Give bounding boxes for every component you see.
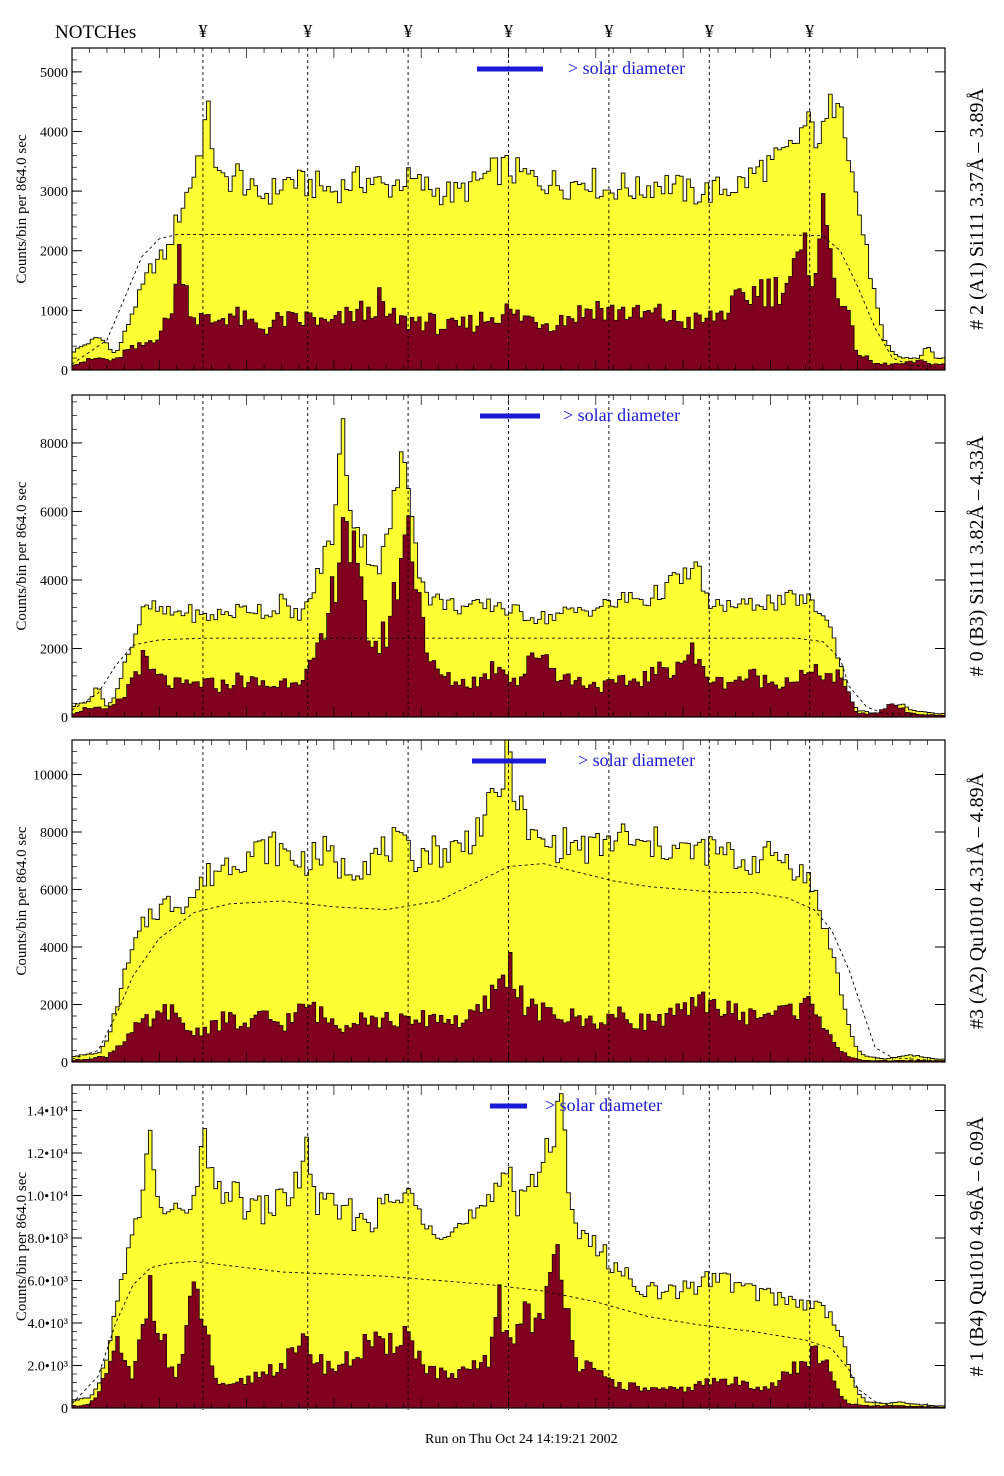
y-tick-label: 10000 [33,769,68,784]
y-tick-label: 6000 [40,884,68,899]
y-axis-title: Counts/bin per 864.0 sec [14,826,30,975]
panels-group: 0 1000 2000 3000 4000 5000 Counts/bin per 864.… [14,47,988,1417]
fit-curve [71,637,937,716]
notch-glyph-6: ¥ [705,21,714,41]
solar-diameter-label: > solar diameter [578,750,695,770]
panel-title: #3 (A2) Qu1010 4.31Å – 4.89Å [966,772,988,1029]
panel-3: 0 2000 4000 6000 8000 10000 Counts/bin per 864… [14,739,988,1071]
y-tick-label: 4000 [40,941,68,956]
total-histogram [71,418,946,718]
y-tick-label: 2000 [40,245,68,260]
dark-histogram [71,1244,946,1409]
fit-curve [71,234,937,368]
y-tick-label: 6.0•10³ [27,1275,68,1290]
run-timestamp: Run on Thu Oct 24 14:19:21 2002 [425,1432,618,1447]
solar-diameter-label: > solar diameter [568,58,685,78]
panel-title: # 0 (B3) Si111 3.82Å – 4.33Å [966,435,988,676]
y-tick-label: 0 [61,1402,68,1417]
y-tick-label: 3000 [40,185,68,200]
y-tick-label: 0 [61,364,68,379]
total-histogram [71,739,946,1063]
y-tick-label: 2000 [40,999,68,1014]
y-tick-label: 1000 [40,304,68,319]
y-axis-title: Counts/bin per 864.0 sec [14,134,30,283]
y-tick-label: 1.0•10⁴ [27,1190,68,1205]
dark-histogram [71,193,946,371]
notch-glyph-2: ¥ [303,21,312,41]
notch-glyph-4: ¥ [504,21,513,41]
notch-glyph-1: ¥ [198,21,207,41]
panel-title: # 1 (B4) Qu1010 4.96Å – 6.09Å [966,1116,988,1377]
panel-1: 0 1000 2000 3000 4000 5000 Counts/bin per 864.… [14,47,988,379]
y-tick-label: 0 [61,711,68,726]
dark-histogram [71,515,946,718]
y-tick-label: 0 [61,1056,68,1071]
y-tick-label: 1.4•10⁴ [27,1105,68,1120]
notch-glyph-5: ¥ [604,21,613,41]
total-histogram [71,1093,946,1409]
y-tick-label: 8000 [40,826,68,841]
y-tick-label: 4.0•10³ [27,1317,68,1332]
y-tick-label: 2.0•10³ [27,1360,68,1375]
solar-diameter-label: > solar diameter [563,405,680,425]
y-tick-label: 6000 [40,505,68,520]
notch-markers: ¥ ¥ ¥ ¥ ¥ ¥ ¥ [198,21,814,41]
y-axis-title: Counts/bin per 864.0 sec [14,1172,30,1321]
panel-title: # 2 (A1) Si111 3.37Å – 3.89Å [966,88,988,330]
y-tick-label: 4000 [40,125,68,140]
y-tick-label: 1.2•10⁴ [27,1147,68,1162]
notches-label: NOTCHes [55,22,136,43]
fit-curve [71,863,937,1062]
notch-glyph-7: ¥ [805,21,814,41]
y-axis-title: Counts/bin per 864.0 sec [14,481,30,630]
panel-2: 0 2000 4000 6000 8000 Counts/bin per 864.0 se… [14,394,988,726]
y-tick-label: 5000 [40,66,68,81]
panel-4: 0 2.0•10³ 4.0•10³ 6.0•10³ 8.0•10³ 1.0•10⁴ 1.2•… [14,1084,988,1417]
y-tick-label: 8.0•10³ [27,1232,68,1247]
notch-glyph-3: ¥ [404,21,413,41]
y-tick-label: 2000 [40,642,68,657]
y-tick-label: 4000 [40,574,68,589]
y-tick-label: 8000 [40,437,68,452]
fit-curve [71,1260,937,1408]
solar-diameter-label: > solar diameter [545,1095,662,1115]
